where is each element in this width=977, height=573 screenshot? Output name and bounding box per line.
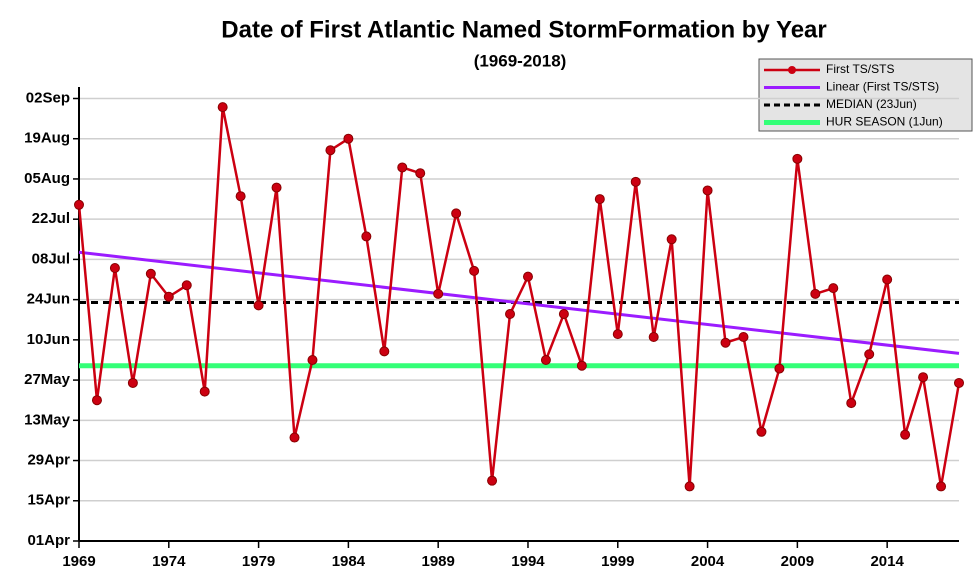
data-point: [127, 377, 138, 388]
data-point: [846, 398, 857, 409]
y-tick-label: 05Aug: [24, 170, 70, 187]
data-point: [828, 283, 839, 294]
data-point: [109, 263, 120, 274]
data-point: [648, 331, 659, 342]
y-tick-label: 27May: [24, 371, 71, 388]
data-point: [954, 377, 964, 388]
data-point: [163, 291, 174, 302]
legend-label: First TS/STS: [826, 62, 894, 76]
data-point: [522, 271, 533, 282]
data-point: [738, 331, 749, 342]
series-line: [77, 106, 961, 487]
y-tick-label: 01Apr: [27, 532, 70, 549]
data-point: [810, 288, 821, 299]
x-tick-label: 1979: [242, 553, 275, 570]
data-point: [199, 386, 210, 397]
data-point: [630, 176, 641, 187]
x-tick-label: 2014: [870, 553, 904, 570]
data-point: [702, 185, 713, 196]
data-point: [918, 372, 929, 383]
data-point: [882, 274, 893, 285]
data-point: [433, 288, 444, 299]
data-point: [900, 429, 911, 440]
data-point: [684, 481, 695, 492]
data-point: [361, 231, 372, 242]
x-tick-label: 1994: [511, 553, 545, 570]
data-point: [307, 354, 318, 365]
data-point: [181, 280, 192, 291]
data-point: [451, 208, 462, 219]
data-point: [469, 265, 480, 276]
trend-line: [78, 250, 960, 355]
legend-marker: [788, 66, 796, 74]
data-point: [235, 191, 246, 202]
y-tick-label: 08Jul: [32, 250, 70, 267]
data-point: [576, 360, 587, 371]
chart-subtitle: (1969-2018): [474, 51, 567, 70]
x-tick-label: 1969: [62, 553, 95, 570]
data-point: [774, 363, 785, 374]
x-tick-label: 2009: [781, 553, 814, 570]
data-point: [91, 395, 102, 406]
data-point: [720, 337, 731, 348]
data-point: [74, 199, 84, 210]
x-tick-label: 1974: [152, 553, 186, 570]
x-tick-label: 1989: [421, 553, 454, 570]
data-point: [594, 194, 605, 205]
y-tick-label: 19Aug: [24, 130, 70, 147]
data-point: [612, 329, 623, 340]
y-tick-label: 22Jul: [32, 210, 70, 227]
x-tick-label: 2004: [691, 553, 725, 570]
y-tick-label: 10Jun: [27, 331, 70, 348]
data-point: [792, 153, 803, 164]
data-point: [540, 354, 551, 365]
data-point: [145, 268, 156, 279]
legend-label: HUR SEASON (1Jun): [826, 115, 943, 129]
data-point: [379, 346, 390, 357]
data-point: [253, 300, 264, 311]
data-point: [558, 309, 569, 319]
data-point: [343, 133, 354, 144]
data-point: [271, 182, 282, 193]
data-point: [936, 481, 947, 492]
y-tick-label: 15Apr: [27, 492, 70, 509]
data-point: [756, 426, 767, 437]
data-point: [217, 102, 228, 113]
chart-title: Date of First Atlantic Named StormFormat…: [221, 16, 826, 43]
y-tick-label: 29Apr: [27, 452, 70, 469]
legend-label: MEDIAN (23Jun): [826, 97, 917, 111]
data-point: [397, 162, 408, 173]
data-point: [289, 432, 300, 443]
x-tick-label: 1984: [332, 553, 366, 570]
legend-label: Linear (First TS/STS): [826, 80, 939, 94]
y-tick-label: 02Sep: [26, 89, 70, 106]
data-point: [415, 168, 426, 179]
data-point: [666, 234, 677, 245]
x-tick-label: 1999: [601, 553, 634, 570]
data-point: [487, 475, 498, 486]
data-point: [864, 349, 875, 360]
data-point: [505, 309, 516, 319]
y-tick-label: 24Jun: [27, 291, 70, 308]
data-point: [325, 145, 336, 156]
y-tick-label: 13May: [24, 411, 71, 428]
